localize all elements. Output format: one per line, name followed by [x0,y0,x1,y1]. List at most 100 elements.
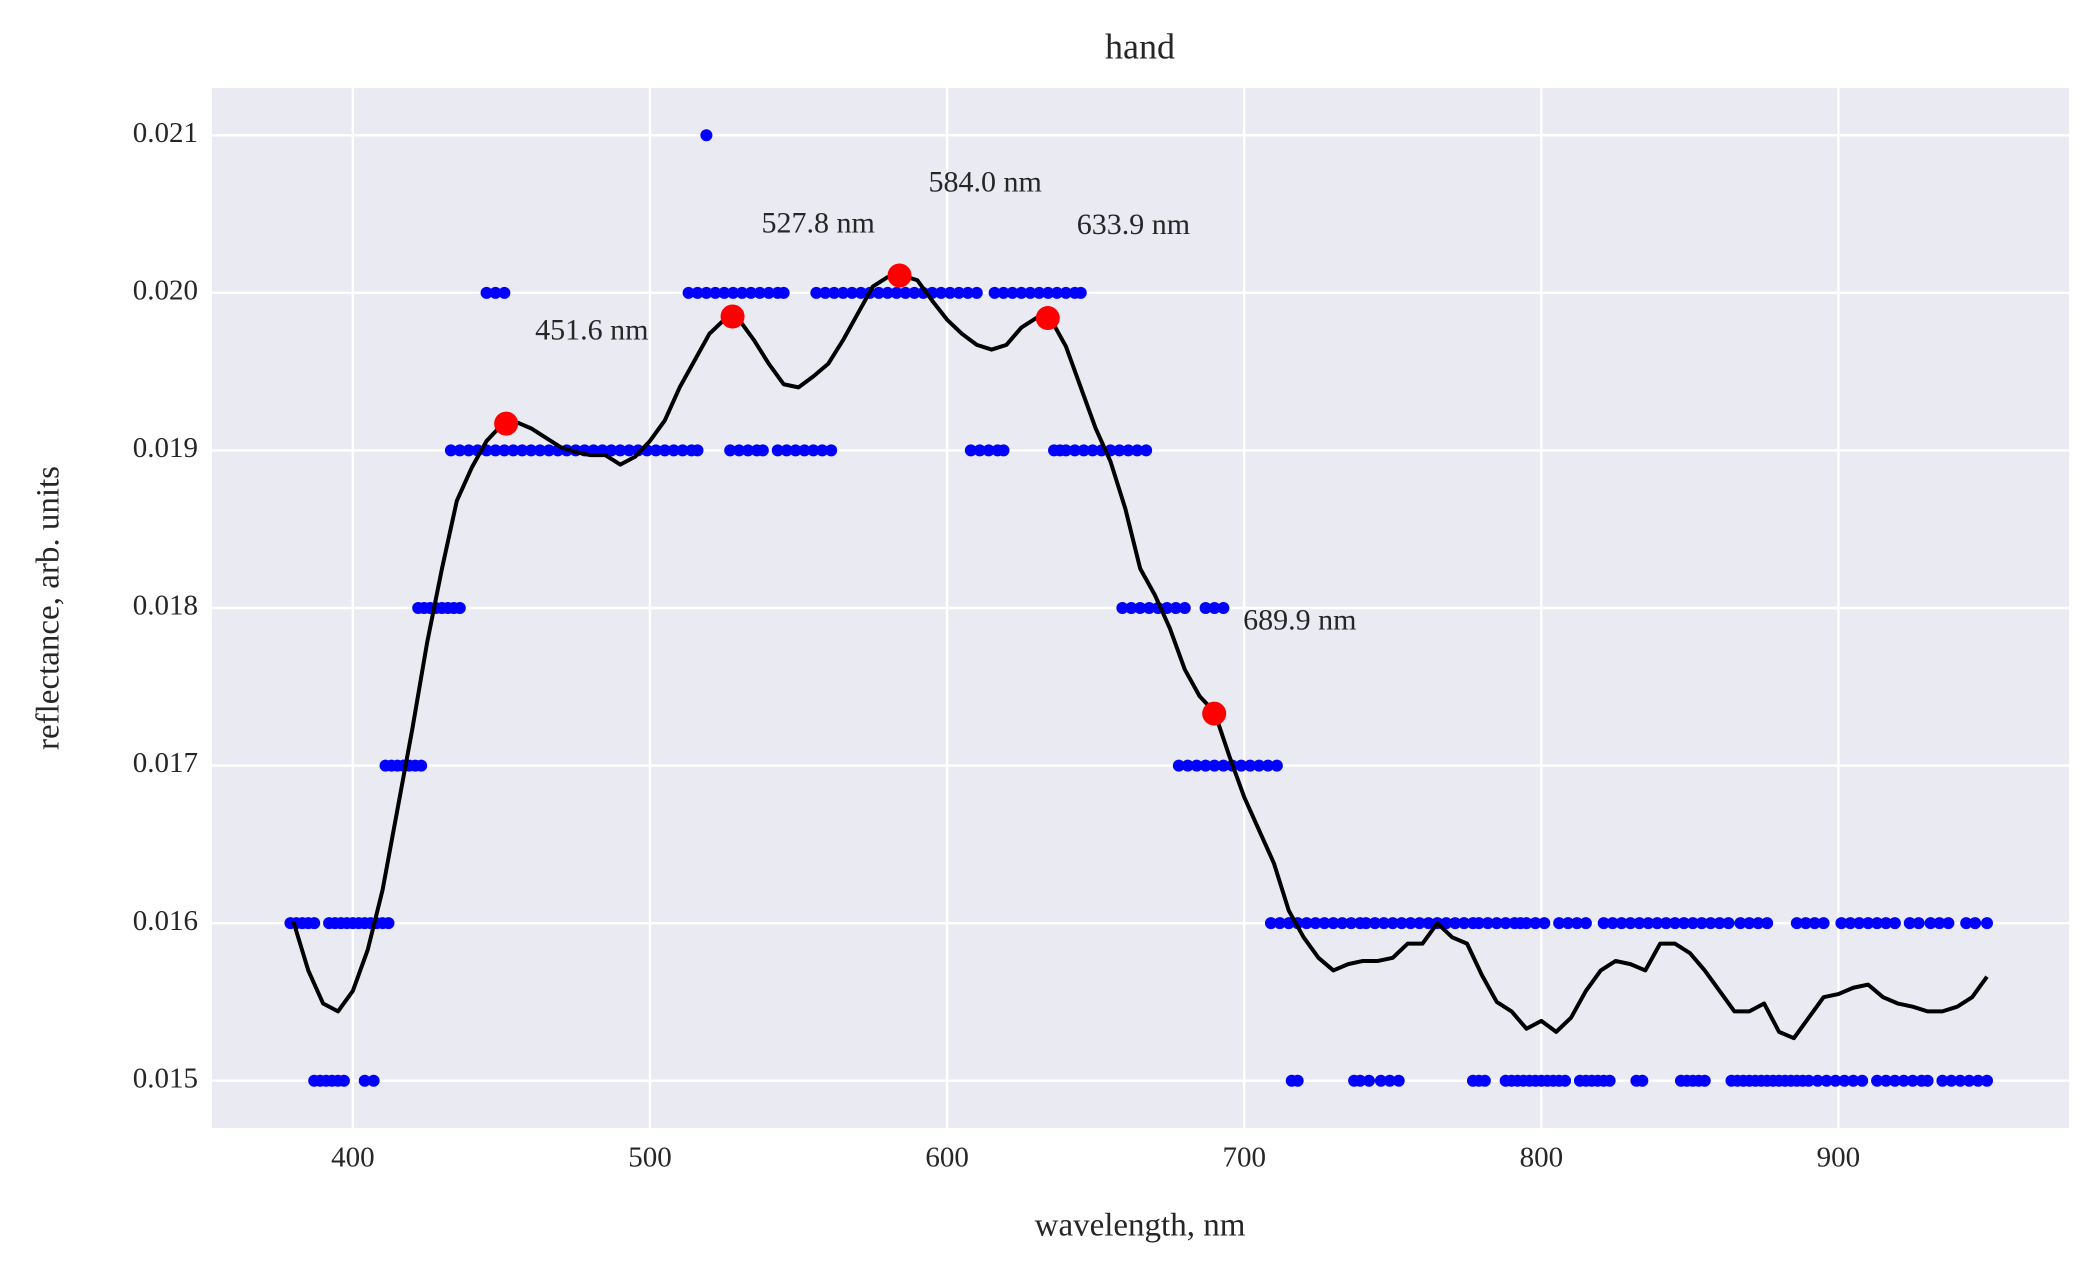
data-point [1015,286,1028,299]
data-point [1217,602,1230,614]
data-point [462,444,475,457]
data-point [1291,1074,1304,1087]
data-point [1383,1074,1396,1087]
data-point [762,286,775,299]
y-tick-label: 0.020 [133,275,198,307]
data-point [1368,917,1381,930]
data-point [1490,917,1503,930]
data-point [1261,759,1274,772]
x-tick-label: 500 [628,1142,672,1174]
y-tick-label: 0.016 [133,905,198,937]
peak-marker [1202,701,1227,726]
data-point [742,444,755,457]
data-point [828,286,841,299]
peak-label: 527.8 nm [762,206,875,239]
y-tick-label: 0.017 [133,747,198,779]
data-point [890,286,903,299]
data-point [997,286,1010,299]
data-point [1059,444,1072,457]
data-point [453,602,466,614]
data-point [1374,1074,1387,1087]
chart-title: hand [1105,26,1175,66]
data-point [881,286,894,299]
data-point [1033,286,1046,299]
plot-marks [284,129,1993,1087]
data-point [1945,1074,1958,1087]
data-point [1270,759,1283,772]
data-point [1116,602,1129,614]
data-point [614,444,627,457]
data-point [1677,917,1690,930]
data-point [1871,1074,1884,1087]
data-point [1208,759,1221,772]
data-point [1579,917,1592,930]
data-point [1345,917,1358,930]
data-point [1633,917,1646,930]
data-point [1074,286,1087,299]
data-point [1960,917,1973,930]
data-point [1068,444,1081,457]
y-axis-label: reflectance, arb. units [31,466,67,750]
data-point [1392,1074,1405,1087]
peak-label: 584.0 nm [929,165,1042,198]
data-point [1172,759,1185,772]
data-point [1538,917,1551,930]
data-point [1942,917,1955,930]
data-point [1481,917,1494,930]
data-point [1244,759,1257,772]
data-point [1722,917,1735,930]
data-point [1449,917,1462,930]
data-point [1122,444,1135,457]
data-point [1362,1074,1375,1087]
data-point [1520,917,1533,930]
data-point [807,444,820,457]
peak-label: 451.6 nm [535,314,648,347]
data-point [845,286,858,299]
data-point [1529,917,1542,930]
data-point [935,286,948,299]
data-point [1704,917,1717,930]
peak-label: 633.9 nm [1077,208,1190,241]
data-point [1134,602,1147,614]
data-point [1300,917,1313,930]
data-point [1933,917,1946,930]
data-point [1906,1074,1919,1087]
y-tick-label: 0.015 [133,1062,198,1094]
data-point [952,286,965,299]
data-point [777,286,790,299]
data-point [1178,602,1191,614]
data-point [1802,1074,1815,1087]
data-point [1698,1074,1711,1087]
data-point [1903,917,1916,930]
data-point [753,286,766,299]
data-point [676,444,689,457]
data-point [1559,1074,1572,1087]
data-point [1808,917,1821,930]
data-point [908,286,921,299]
data-point [1499,917,1512,930]
data-point [1472,917,1485,930]
y-tick-label: 0.021 [133,117,198,149]
x-tick-label: 700 [1222,1142,1266,1174]
data-point [1404,917,1417,930]
data-point [1169,602,1182,614]
data-point [367,1074,380,1087]
data-point [1042,286,1055,299]
data-point [1190,759,1203,772]
data-point [1871,917,1884,930]
data-point [1669,917,1682,930]
data-point [1615,917,1628,930]
data-point [1936,1074,1949,1087]
data-point [982,444,995,457]
data-point [1253,759,1266,772]
data-point [709,286,722,299]
data-point [1077,444,1090,457]
data-point [1636,1074,1649,1087]
data-point [997,444,1010,457]
data-point [1024,286,1037,299]
data-point [516,444,529,457]
data-point [453,444,466,457]
data-point [736,286,749,299]
data-point [415,759,428,772]
data-point [1006,286,1019,299]
